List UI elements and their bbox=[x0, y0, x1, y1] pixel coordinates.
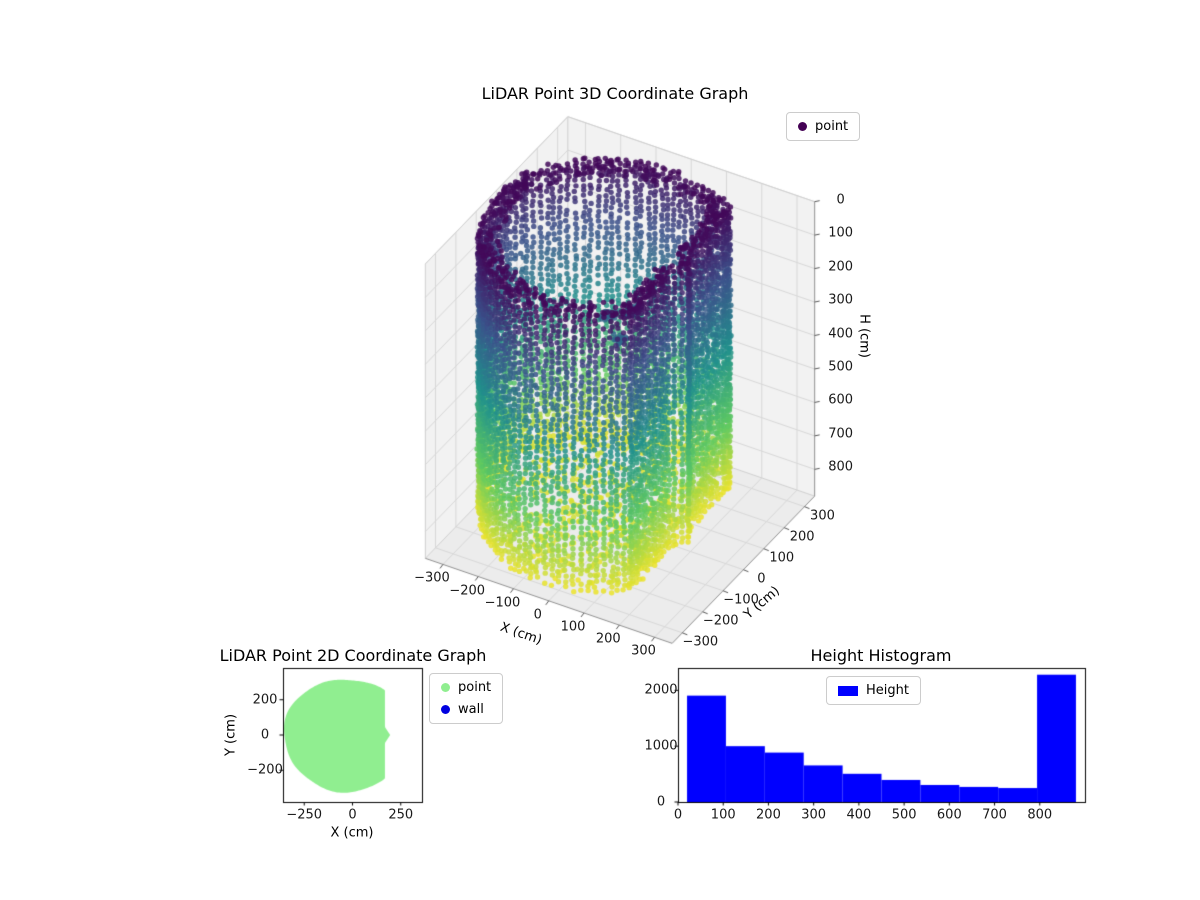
plot3d-ytick-label: 100 bbox=[769, 550, 795, 566]
point-marker-icon bbox=[798, 122, 807, 131]
hist-xtick-label: 600 bbox=[936, 807, 962, 823]
plot3d-ztick-label: 100 bbox=[828, 225, 854, 241]
plot2d-legend-label-point: point bbox=[458, 680, 492, 695]
hist-xtick-label: 100 bbox=[710, 807, 736, 823]
point-marker-icon bbox=[441, 683, 450, 692]
plot3d-zlabel: H (cm) bbox=[856, 314, 872, 358]
plot3d-ytick-label: 0 bbox=[757, 571, 766, 587]
plot3d-ytick-label: 300 bbox=[810, 508, 835, 524]
plot3d-ytick-label: 200 bbox=[789, 529, 815, 545]
plot2d-legend-label-wall: wall bbox=[458, 702, 484, 717]
plot2d-ytick-label: −200 bbox=[247, 762, 283, 778]
plot3d-ztick-label: 200 bbox=[828, 259, 854, 275]
plot3d-xtick-label: 300 bbox=[631, 643, 656, 659]
plot2d-legend: point wall bbox=[429, 673, 504, 724]
plot2d-xtick-label: 250 bbox=[388, 807, 414, 823]
hist-xtick-label: 800 bbox=[1027, 807, 1053, 823]
plot3d-ztick-label: 400 bbox=[828, 326, 854, 341]
hist-xtick-label: 500 bbox=[891, 807, 917, 823]
plot3d-ytick-label: −300 bbox=[682, 634, 719, 650]
plot3d-ytick-label: −200 bbox=[702, 613, 739, 629]
plot3d-legend-label: point bbox=[815, 119, 849, 134]
plot2d-xtick-label: 0 bbox=[348, 807, 357, 823]
hist-xtick-label: 300 bbox=[801, 807, 827, 823]
plot3d-ztick-label: 700 bbox=[828, 426, 854, 442]
hist-ytick-label: 2000 bbox=[644, 682, 678, 698]
plot3d-xtick-label: 0 bbox=[533, 607, 542, 623]
hist-xtick-label: 400 bbox=[846, 807, 872, 823]
plot3d-xtick-label: −200 bbox=[449, 583, 486, 599]
hist-ytick-label: 0 bbox=[656, 794, 666, 810]
plot3d-ytick-label: −100 bbox=[723, 592, 759, 608]
hist-xtick-label: 200 bbox=[756, 807, 781, 823]
plot3d-ztick-label: 600 bbox=[828, 392, 854, 408]
plot2d-legend-entry-wall: wall bbox=[441, 701, 484, 718]
plot3d-legend: point bbox=[786, 112, 861, 141]
plot3d-ztick-label: 0 bbox=[836, 192, 845, 208]
plot3d-xtick-label: −100 bbox=[484, 595, 521, 611]
hist-legend: Height bbox=[826, 676, 921, 705]
plot3d-xtick-label: 200 bbox=[595, 631, 621, 647]
hist-title: Height Histogram bbox=[810, 646, 952, 665]
plot3d-ztick-label: 300 bbox=[828, 292, 854, 308]
plot3d-ztick-label: 800 bbox=[828, 459, 854, 475]
plot2d-title: LiDAR Point 2D Coordinate Graph bbox=[219, 646, 487, 665]
wall-marker-icon bbox=[441, 705, 450, 714]
plot3d-xtick-label: −300 bbox=[414, 570, 450, 586]
hist-xtick-label: 0 bbox=[673, 807, 683, 823]
plot3d-xtick-label: 100 bbox=[560, 619, 586, 635]
plot3d-ztick-label: 500 bbox=[828, 359, 854, 375]
hist-xtick-label: 700 bbox=[982, 807, 1007, 823]
plot2d-ytick-label: 200 bbox=[252, 692, 278, 708]
hist-legend-label: Height bbox=[866, 683, 909, 698]
plot2d-legend-entry-point: point bbox=[441, 679, 491, 696]
plot3d-title: LiDAR Point 3D Coordinate Graph bbox=[481, 84, 749, 103]
plot2d-xlabel: X (cm) bbox=[330, 825, 374, 841]
plot2d-ylabel: Y (cm) bbox=[223, 713, 239, 757]
plot2d-ytick-label: 0 bbox=[260, 727, 270, 743]
plot2d-xtick-label: −250 bbox=[286, 807, 323, 823]
height-swatch-icon bbox=[838, 685, 858, 696]
hist-ytick-label: 1000 bbox=[644, 738, 678, 754]
